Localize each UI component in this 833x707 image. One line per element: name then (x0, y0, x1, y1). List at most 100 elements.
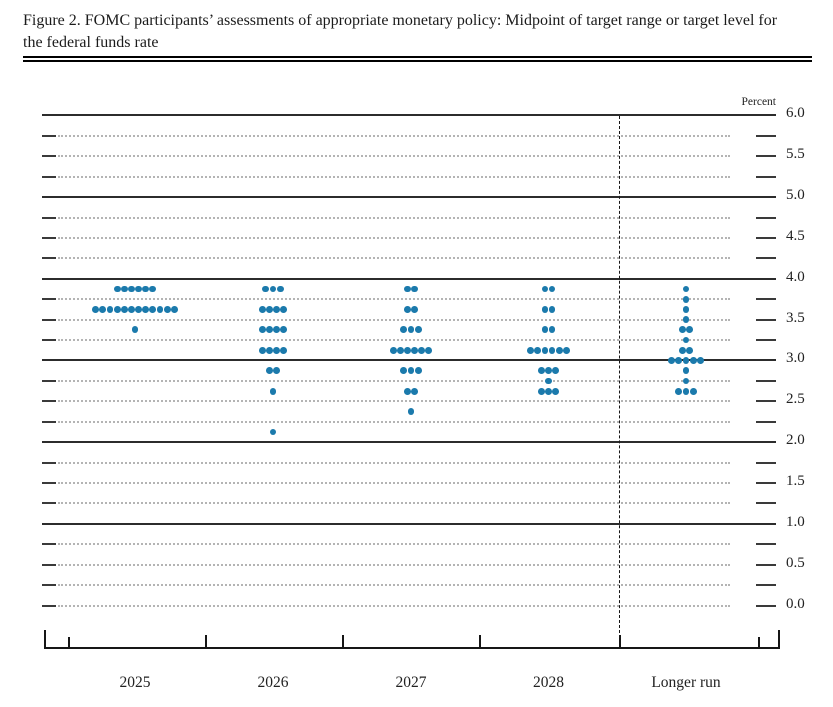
fomc-dot (400, 367, 408, 375)
fomc-dot (682, 357, 690, 364)
x-axis-label: 2026 (257, 674, 289, 691)
fomc-dot (258, 306, 266, 313)
gridline-dotted (58, 216, 730, 219)
fomc-dot (679, 346, 686, 354)
fomc-dot (407, 408, 415, 415)
fomc-dot (280, 346, 288, 354)
gridline-left-tick (42, 563, 56, 566)
gridline-dotted (58, 604, 730, 607)
fomc-dot (545, 377, 552, 385)
fomc-dot (537, 367, 545, 375)
fomc-dot (552, 367, 560, 375)
fomc-dot (131, 326, 139, 334)
fomc-dot (280, 326, 288, 334)
percent-label: Percent (741, 96, 776, 108)
fomc-dot (128, 306, 135, 313)
gridline-right-tick (756, 175, 776, 178)
gridline-dotted (58, 155, 730, 158)
fomc-dot (686, 326, 693, 334)
fomc-dot (414, 326, 422, 334)
fomc-dot (113, 306, 121, 313)
axis-tick (342, 635, 344, 648)
gridline-dotted (58, 339, 730, 342)
fomc-dot (682, 377, 690, 385)
fomc-dot (142, 285, 150, 293)
fomc-dot (273, 306, 280, 313)
fomc-dot (120, 306, 128, 313)
y-axis-label: 3.5 (786, 309, 805, 326)
fomc-dot (276, 285, 284, 293)
gridline-dotted (58, 461, 730, 464)
fomc-dot (170, 306, 178, 313)
fomc-dot (128, 285, 135, 293)
gridline-left-tick (42, 216, 56, 219)
fomc-dot (411, 285, 418, 293)
gridline-dotted (58, 481, 730, 484)
gridline-right-tick (756, 604, 776, 607)
fomc-dot (273, 346, 280, 354)
fomc-dot (269, 387, 277, 395)
axis-tick (758, 637, 760, 648)
fomc-dot (418, 346, 426, 354)
fomc-dot (142, 306, 150, 313)
fomc-dot (411, 346, 418, 354)
y-axis-label: 0.0 (786, 595, 805, 612)
fomc-dot (527, 346, 535, 354)
fomc-dot (552, 387, 560, 395)
fomc-dot (258, 326, 266, 334)
fomc-dot (548, 285, 556, 293)
y-axis-label: 5.5 (786, 146, 805, 163)
fomc-dot (548, 326, 556, 334)
gridline-left-tick (42, 298, 56, 301)
gridline-right-tick (756, 318, 776, 321)
gridline-dotted (58, 502, 730, 505)
fomc-dot (269, 285, 277, 293)
fomc-dot (113, 285, 121, 293)
gridline-right-tick (756, 481, 776, 484)
fomc-dot (106, 306, 114, 313)
fomc-dot (135, 306, 142, 313)
fomc-dot (400, 326, 408, 334)
gridline-solid (42, 114, 776, 117)
gridline-dotted (58, 298, 730, 301)
gridline-left-tick (42, 400, 56, 403)
fomc-dot (689, 387, 697, 395)
axis-tick (619, 635, 621, 648)
x-axis (44, 647, 780, 649)
gridline-solid (42, 359, 776, 362)
fomc-dot (689, 357, 697, 364)
gridline-dotted (58, 379, 730, 382)
fomc-dot (682, 336, 690, 344)
gridline-right-tick (756, 155, 776, 158)
fomc-dot (273, 367, 280, 375)
gridline-right-tick (756, 339, 776, 342)
fomc-dot (414, 367, 422, 375)
fomc-dot (404, 285, 411, 293)
fomc-dot (262, 285, 270, 293)
fomc-dot (149, 306, 157, 313)
gridline-right-tick (756, 236, 776, 239)
fomc-dot (675, 357, 683, 364)
gridline-right-tick (756, 543, 776, 546)
gridline-dotted (58, 563, 730, 566)
gridline-left-tick (42, 604, 56, 607)
y-axis-label: 3.0 (786, 350, 805, 367)
gridline-left-tick (42, 502, 56, 505)
y-axis-label: 1.0 (786, 513, 805, 530)
x-axis-label: Longer run (651, 674, 721, 691)
gridline-left-tick (42, 379, 56, 382)
y-axis-label: 4.0 (786, 268, 805, 285)
fomc-dot (562, 346, 570, 354)
fomc-dot (548, 346, 556, 354)
gridline-solid (42, 277, 776, 280)
gridline-right-tick (756, 502, 776, 505)
fomc-dot (696, 357, 704, 364)
gridline-left-tick (42, 134, 56, 137)
gridline-dotted (58, 420, 730, 423)
gridline-left-tick (42, 584, 56, 587)
fomc-dot (156, 306, 164, 313)
fomc-dot (541, 346, 549, 354)
fomc-dot (682, 316, 690, 324)
fomc-dot (389, 346, 397, 354)
